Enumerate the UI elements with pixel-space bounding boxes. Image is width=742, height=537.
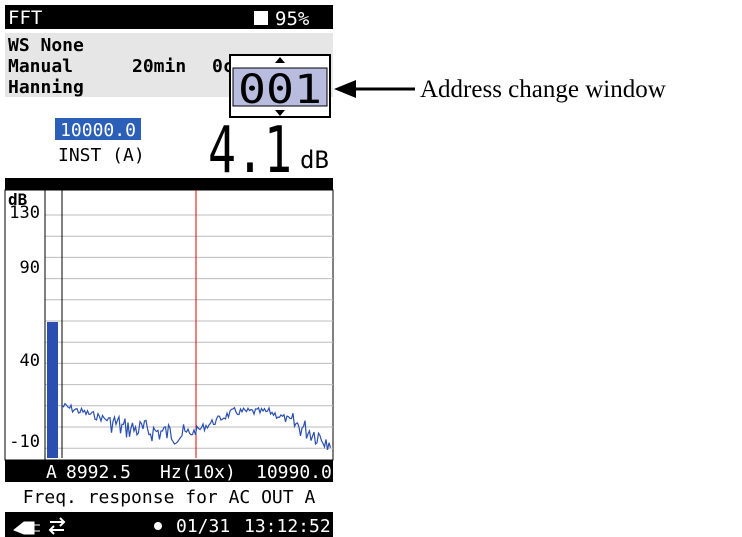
- y-label: -10: [9, 432, 40, 452]
- window-function: Hanning: [8, 77, 84, 98]
- annotation-arrowhead: [334, 80, 356, 98]
- level-frequency: 10000.0: [60, 120, 136, 141]
- arrows-icon: [48, 517, 66, 535]
- freq-highlight: [55, 118, 141, 140]
- y-label: 130: [9, 203, 40, 223]
- address-field: [232, 67, 328, 107]
- backlight-icon: [154, 522, 162, 530]
- arrow-down: [275, 110, 285, 116]
- channel: A: [46, 462, 57, 483]
- time: 13:12:52: [244, 516, 331, 537]
- battery: 95%: [275, 8, 310, 30]
- level-value: 4.1: [208, 114, 292, 188]
- date: 01/31: [176, 516, 230, 537]
- level-type: INST (A): [58, 145, 145, 166]
- status-bar: [5, 5, 333, 29]
- address-value: 001: [238, 67, 322, 113]
- y-label: 40: [20, 351, 40, 371]
- end-frequency: 10990.0: [256, 462, 332, 483]
- freq-unit: Hz(10x): [160, 462, 236, 483]
- annotation: Address change window: [420, 76, 666, 103]
- plug-icon: [13, 521, 40, 535]
- caption: Freq. response for AC OUT A: [23, 487, 316, 508]
- graph-top-bar: [5, 178, 333, 190]
- level-unit: dB: [300, 146, 329, 174]
- y-label: 90: [20, 258, 40, 278]
- bottom-bar: [5, 512, 333, 537]
- weighting: WS None: [8, 35, 84, 56]
- graph-area: [4, 189, 334, 461]
- y-unit: dB: [8, 190, 28, 209]
- sd-icon: [254, 11, 268, 25]
- cursor-bar: [5, 460, 333, 482]
- interval: 20min: [132, 56, 186, 77]
- measure-mode: Manual: [8, 56, 73, 77]
- spectrum: [61, 402, 332, 451]
- mode: FFT: [8, 7, 42, 29]
- cursor-frequency: 8992.5: [66, 462, 131, 483]
- arrow-up: [275, 57, 285, 63]
- extra: 0c: [212, 56, 234, 77]
- level-bar: [47, 322, 58, 458]
